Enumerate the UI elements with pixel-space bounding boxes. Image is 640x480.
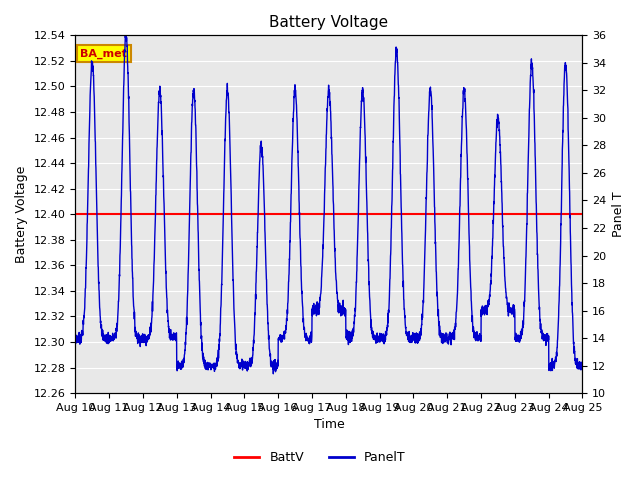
Y-axis label: Panel T: Panel T: [612, 192, 625, 237]
Y-axis label: Battery Voltage: Battery Voltage: [15, 166, 28, 263]
Text: BA_met: BA_met: [81, 49, 127, 59]
Legend: BattV, PanelT: BattV, PanelT: [229, 446, 411, 469]
Title: Battery Voltage: Battery Voltage: [269, 15, 388, 30]
X-axis label: Time: Time: [314, 419, 344, 432]
